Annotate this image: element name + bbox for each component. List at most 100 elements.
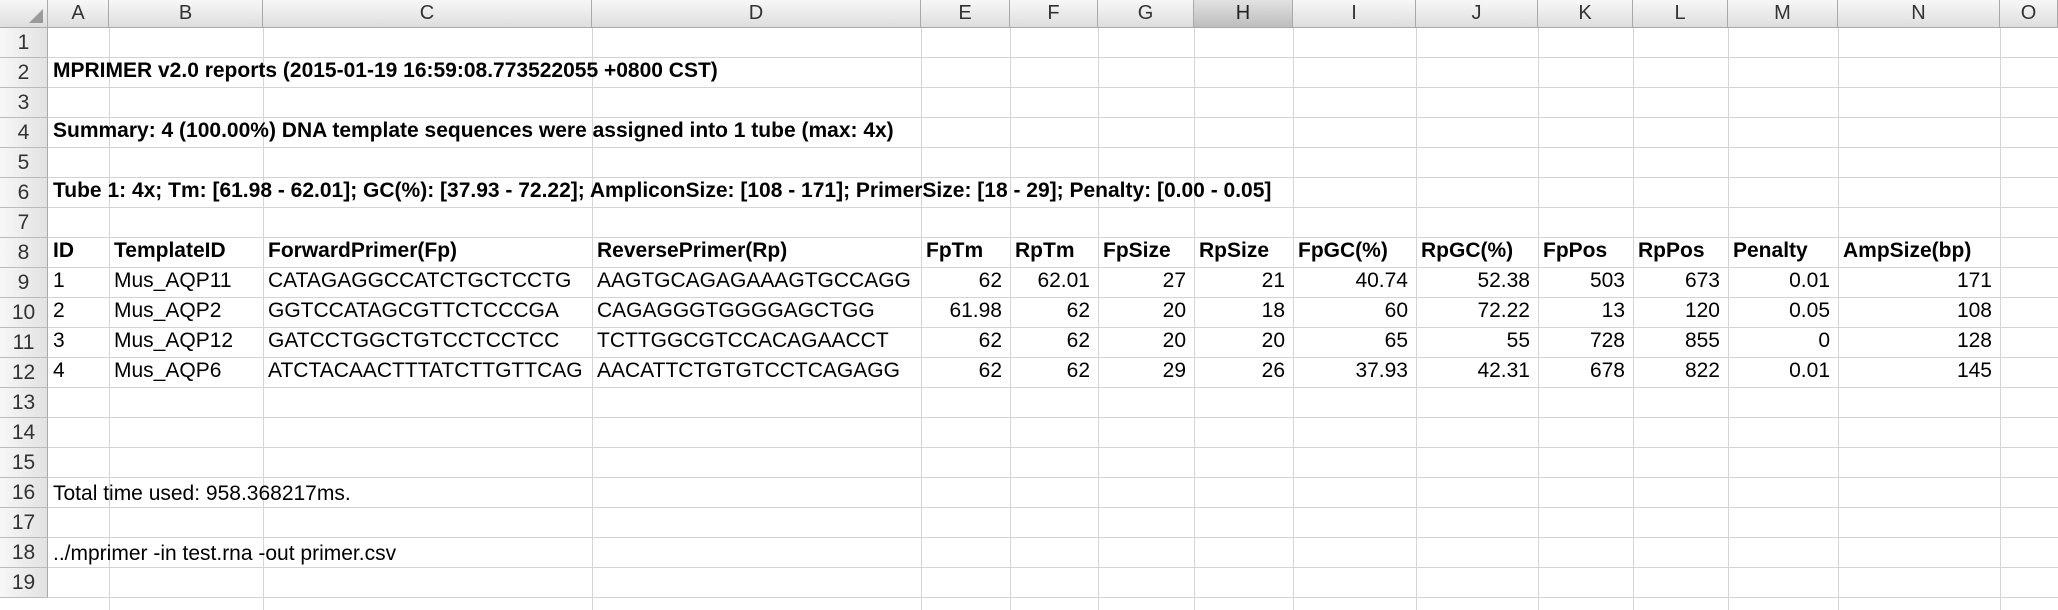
table-data-cell[interactable]: GGTCCATAGCGTTCTCCCGA bbox=[268, 299, 559, 322]
table-data-cell[interactable]: 55 bbox=[1506, 329, 1530, 352]
table-data-cell[interactable]: 37.93 bbox=[1355, 359, 1408, 382]
row-header-14[interactable]: 14 bbox=[0, 418, 48, 448]
table-data-cell[interactable]: 62 bbox=[978, 329, 1002, 352]
table-header-cell[interactable]: RpPos bbox=[1638, 239, 1705, 262]
table-data-cell[interactable]: 62 bbox=[978, 359, 1002, 382]
table-data-cell[interactable]: 42.31 bbox=[1477, 359, 1530, 382]
row-header-1[interactable]: 1 bbox=[0, 28, 48, 58]
column-header-m[interactable]: M bbox=[1728, 0, 1838, 28]
table-data-cell[interactable]: 72.22 bbox=[1477, 299, 1530, 322]
table-data-cell[interactable]: ATCTACAACTTTATCTTGTTCAG bbox=[268, 359, 583, 382]
column-header-j[interactable]: J bbox=[1416, 0, 1538, 28]
summary-cell[interactable]: Summary: 4 (100.00%) DNA template sequen… bbox=[53, 119, 894, 142]
column-header-n[interactable]: N bbox=[1838, 0, 2000, 28]
row-header-15[interactable]: 15 bbox=[0, 448, 48, 478]
table-data-cell[interactable]: 2 bbox=[53, 299, 65, 322]
table-data-cell[interactable]: 673 bbox=[1684, 269, 1720, 292]
table-data-cell[interactable]: Mus_AQP11 bbox=[114, 269, 232, 292]
table-data-cell[interactable]: 503 bbox=[1589, 269, 1625, 292]
table-header-cell[interactable]: FpSize bbox=[1103, 239, 1171, 262]
table-data-cell[interactable]: 120 bbox=[1684, 299, 1720, 322]
table-header-cell[interactable]: RpTm bbox=[1015, 239, 1075, 262]
table-data-cell[interactable]: 40.74 bbox=[1355, 269, 1408, 292]
row-header-6[interactable]: 6 bbox=[0, 178, 48, 208]
column-header-h[interactable]: H bbox=[1194, 0, 1293, 28]
column-header-d[interactable]: D bbox=[592, 0, 921, 28]
column-header-k[interactable]: K bbox=[1538, 0, 1633, 28]
table-data-cell[interactable]: 0.05 bbox=[1789, 299, 1830, 322]
row-header-4[interactable]: 4 bbox=[0, 118, 48, 148]
table-header-cell[interactable]: FpPos bbox=[1543, 239, 1608, 262]
table-data-cell[interactable]: CAGAGGGTGGGGAGCTGG bbox=[597, 299, 875, 322]
table-data-cell[interactable]: 65 bbox=[1384, 329, 1408, 352]
table-header-cell[interactable]: ID bbox=[53, 239, 74, 262]
row-header-17[interactable]: 17 bbox=[0, 508, 48, 538]
table-data-cell[interactable]: 0 bbox=[1818, 329, 1830, 352]
row-header-13[interactable]: 13 bbox=[0, 388, 48, 418]
table-data-cell[interactable]: 27 bbox=[1162, 269, 1186, 292]
table-data-cell[interactable]: 18 bbox=[1261, 299, 1285, 322]
table-header-cell[interactable]: ForwardPrimer(Fp) bbox=[268, 239, 458, 262]
table-data-cell[interactable]: 62 bbox=[978, 269, 1002, 292]
table-data-cell[interactable]: 61.98 bbox=[949, 299, 1002, 322]
total-time-cell[interactable]: Total time used: 958.368217ms. bbox=[53, 482, 351, 505]
column-header-g[interactable]: G bbox=[1098, 0, 1194, 28]
row-header-8[interactable]: 8 bbox=[0, 238, 48, 268]
table-data-cell[interactable]: AACATTCTGTGTCCTCAGAGG bbox=[597, 359, 900, 382]
table-data-cell[interactable]: 822 bbox=[1684, 359, 1720, 382]
table-data-cell[interactable]: 728 bbox=[1589, 329, 1625, 352]
row-header-9[interactable]: 9 bbox=[0, 268, 48, 298]
row-header-11[interactable]: 11 bbox=[0, 328, 48, 358]
column-header-i[interactable]: I bbox=[1293, 0, 1416, 28]
table-data-cell[interactable]: 0.01 bbox=[1789, 269, 1830, 292]
table-header-cell[interactable]: AmpSize(bp) bbox=[1843, 239, 1972, 262]
table-data-cell[interactable]: 60 bbox=[1384, 299, 1408, 322]
table-header-cell[interactable]: FpGC(%) bbox=[1298, 239, 1388, 262]
table-data-cell[interactable]: 20 bbox=[1162, 329, 1186, 352]
table-data-cell[interactable]: Mus_AQP2 bbox=[114, 299, 222, 322]
row-header-12[interactable]: 12 bbox=[0, 358, 48, 388]
table-header-cell[interactable]: TemplateID bbox=[114, 239, 226, 262]
table-data-cell[interactable]: CATAGAGGCCATCTGCTCCTG bbox=[268, 269, 572, 292]
row-header-10[interactable]: 10 bbox=[0, 298, 48, 328]
row-header-5[interactable]: 5 bbox=[0, 148, 48, 178]
table-data-cell[interactable]: 171 bbox=[1956, 269, 1992, 292]
table-data-cell[interactable]: GATCCTGGCTGTCCTCCTCC bbox=[268, 329, 560, 352]
table-data-cell[interactable]: 20 bbox=[1162, 299, 1186, 322]
table-data-cell[interactable]: 108 bbox=[1956, 299, 1992, 322]
row-header-19[interactable]: 19 bbox=[0, 568, 48, 598]
table-data-cell[interactable]: 62 bbox=[1066, 329, 1090, 352]
column-header-b[interactable]: B bbox=[109, 0, 263, 28]
column-header-l[interactable]: L bbox=[1633, 0, 1728, 28]
table-data-cell[interactable]: 62 bbox=[1066, 359, 1090, 382]
column-header-o[interactable]: O bbox=[2000, 0, 2058, 28]
table-data-cell[interactable]: 52.38 bbox=[1477, 269, 1530, 292]
table-data-cell[interactable]: 855 bbox=[1684, 329, 1720, 352]
table-data-cell[interactable]: AAGTGCAGAGAAAGTGCCAGG bbox=[597, 269, 911, 292]
table-header-cell[interactable]: FpTm bbox=[926, 239, 984, 262]
table-header-cell[interactable]: Penalty bbox=[1733, 239, 1808, 262]
table-data-cell[interactable]: Mus_AQP12 bbox=[114, 329, 234, 352]
table-data-cell[interactable]: 0.01 bbox=[1789, 359, 1830, 382]
table-data-cell[interactable]: 3 bbox=[53, 329, 65, 352]
table-data-cell[interactable]: 62.01 bbox=[1037, 269, 1090, 292]
column-header-a[interactable]: A bbox=[48, 0, 109, 28]
table-data-cell[interactable]: 29 bbox=[1162, 359, 1186, 382]
table-data-cell[interactable]: 678 bbox=[1589, 359, 1625, 382]
column-header-c[interactable]: C bbox=[263, 0, 592, 28]
table-data-cell[interactable]: 128 bbox=[1956, 329, 1992, 352]
table-data-cell[interactable]: 20 bbox=[1261, 329, 1285, 352]
row-header-7[interactable]: 7 bbox=[0, 208, 48, 238]
table-data-cell[interactable]: 145 bbox=[1956, 359, 1992, 382]
table-data-cell[interactable]: 26 bbox=[1261, 359, 1285, 382]
table-data-cell[interactable]: 13 bbox=[1601, 299, 1625, 322]
column-header-f[interactable]: F bbox=[1010, 0, 1098, 28]
table-data-cell[interactable]: 62 bbox=[1066, 299, 1090, 322]
table-header-cell[interactable]: RpGC(%) bbox=[1421, 239, 1514, 262]
column-header-e[interactable]: E bbox=[921, 0, 1010, 28]
report-title-cell[interactable]: MPRIMER v2.0 reports (2015-01-19 16:59:0… bbox=[53, 59, 718, 82]
select-all-corner[interactable] bbox=[0, 0, 48, 28]
command-cell[interactable]: ../mprimer -in test.rna -out primer.csv bbox=[53, 542, 397, 565]
row-header-18[interactable]: 18 bbox=[0, 538, 48, 568]
